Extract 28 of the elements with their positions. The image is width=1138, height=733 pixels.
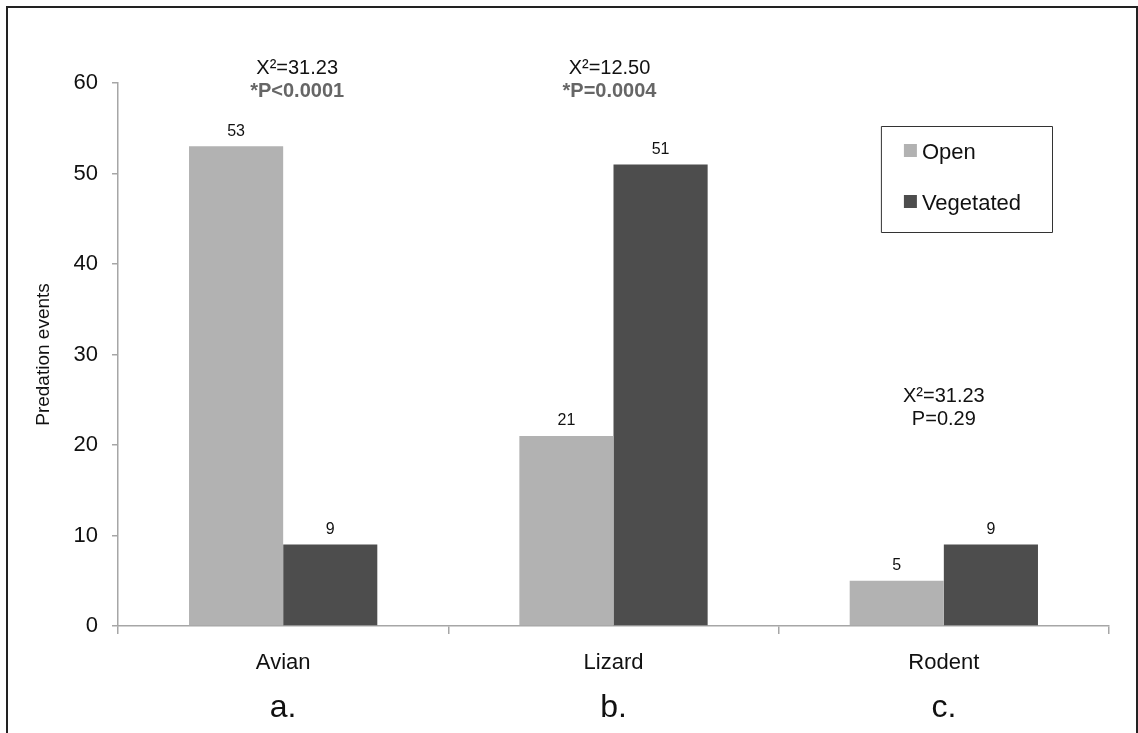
y-tick-label: 10 (73, 521, 98, 547)
y-tick-label: 30 (73, 340, 98, 366)
annotation: X²=31.23 P=0.29 (902, 384, 985, 430)
y-tick-label: 40 (73, 250, 98, 276)
annotation: X²=31.23 *P<0.0001 (250, 56, 345, 102)
y-axis-title: Predation events (31, 283, 53, 426)
text: c. (931, 687, 957, 724)
bar (283, 544, 378, 626)
legend-label: Open (921, 139, 976, 165)
legend-label: Vegetated (921, 190, 1022, 216)
bar (943, 544, 1038, 626)
data-label: 21 (557, 411, 576, 429)
y-tick-label: 20 (73, 431, 98, 457)
x-tick-label: Lizard (583, 649, 644, 675)
x-tick-label: Avian (255, 649, 311, 675)
bar (613, 164, 708, 626)
x-tick-label: Rodent (908, 649, 980, 675)
y-tick-label: 50 (73, 159, 98, 185)
data-label: 9 (986, 519, 996, 537)
annotation: X²=12.50 *P=0.0004 (562, 56, 658, 102)
data-label: 9 (325, 519, 335, 537)
y-tick-label: 60 (73, 69, 98, 95)
data-label: 53 (227, 121, 246, 139)
y-tick-label: 0 (85, 612, 98, 638)
text: b. (600, 687, 627, 724)
data-label: 5 (892, 556, 902, 574)
text: a. (269, 687, 297, 724)
data-label: 51 (651, 139, 670, 157)
